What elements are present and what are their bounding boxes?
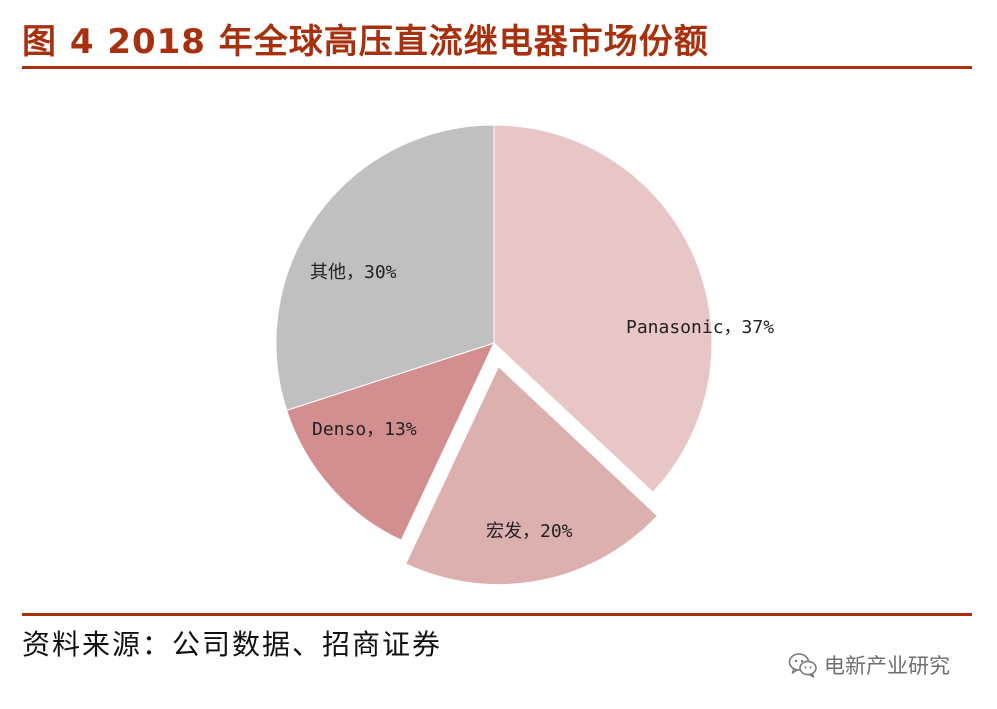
watermark-text: 电新产业研究 [824, 654, 950, 678]
pie-slice-3 [275, 124, 495, 412]
watermark: 电新产业研究 [788, 650, 950, 680]
slice-label-3: 其他，30% [310, 262, 397, 283]
slice-label-2: Denso，13% [312, 419, 417, 440]
slice-label-0: Panasonic，37% [626, 317, 774, 338]
source-note: 资料来源：公司数据、招商证券 [22, 628, 443, 661]
slice-label-1: 宏发，20% [486, 521, 573, 542]
pie-slice-1 [405, 365, 659, 586]
pie-slice-0 [493, 124, 713, 493]
figure-title: 图 4 2018 年全球高压直流继电器市场份额 [22, 22, 709, 62]
title-rule [22, 66, 972, 69]
wechat-icon [788, 653, 817, 678]
source-rule [22, 613, 972, 616]
pie-slice-2 [286, 342, 495, 541]
